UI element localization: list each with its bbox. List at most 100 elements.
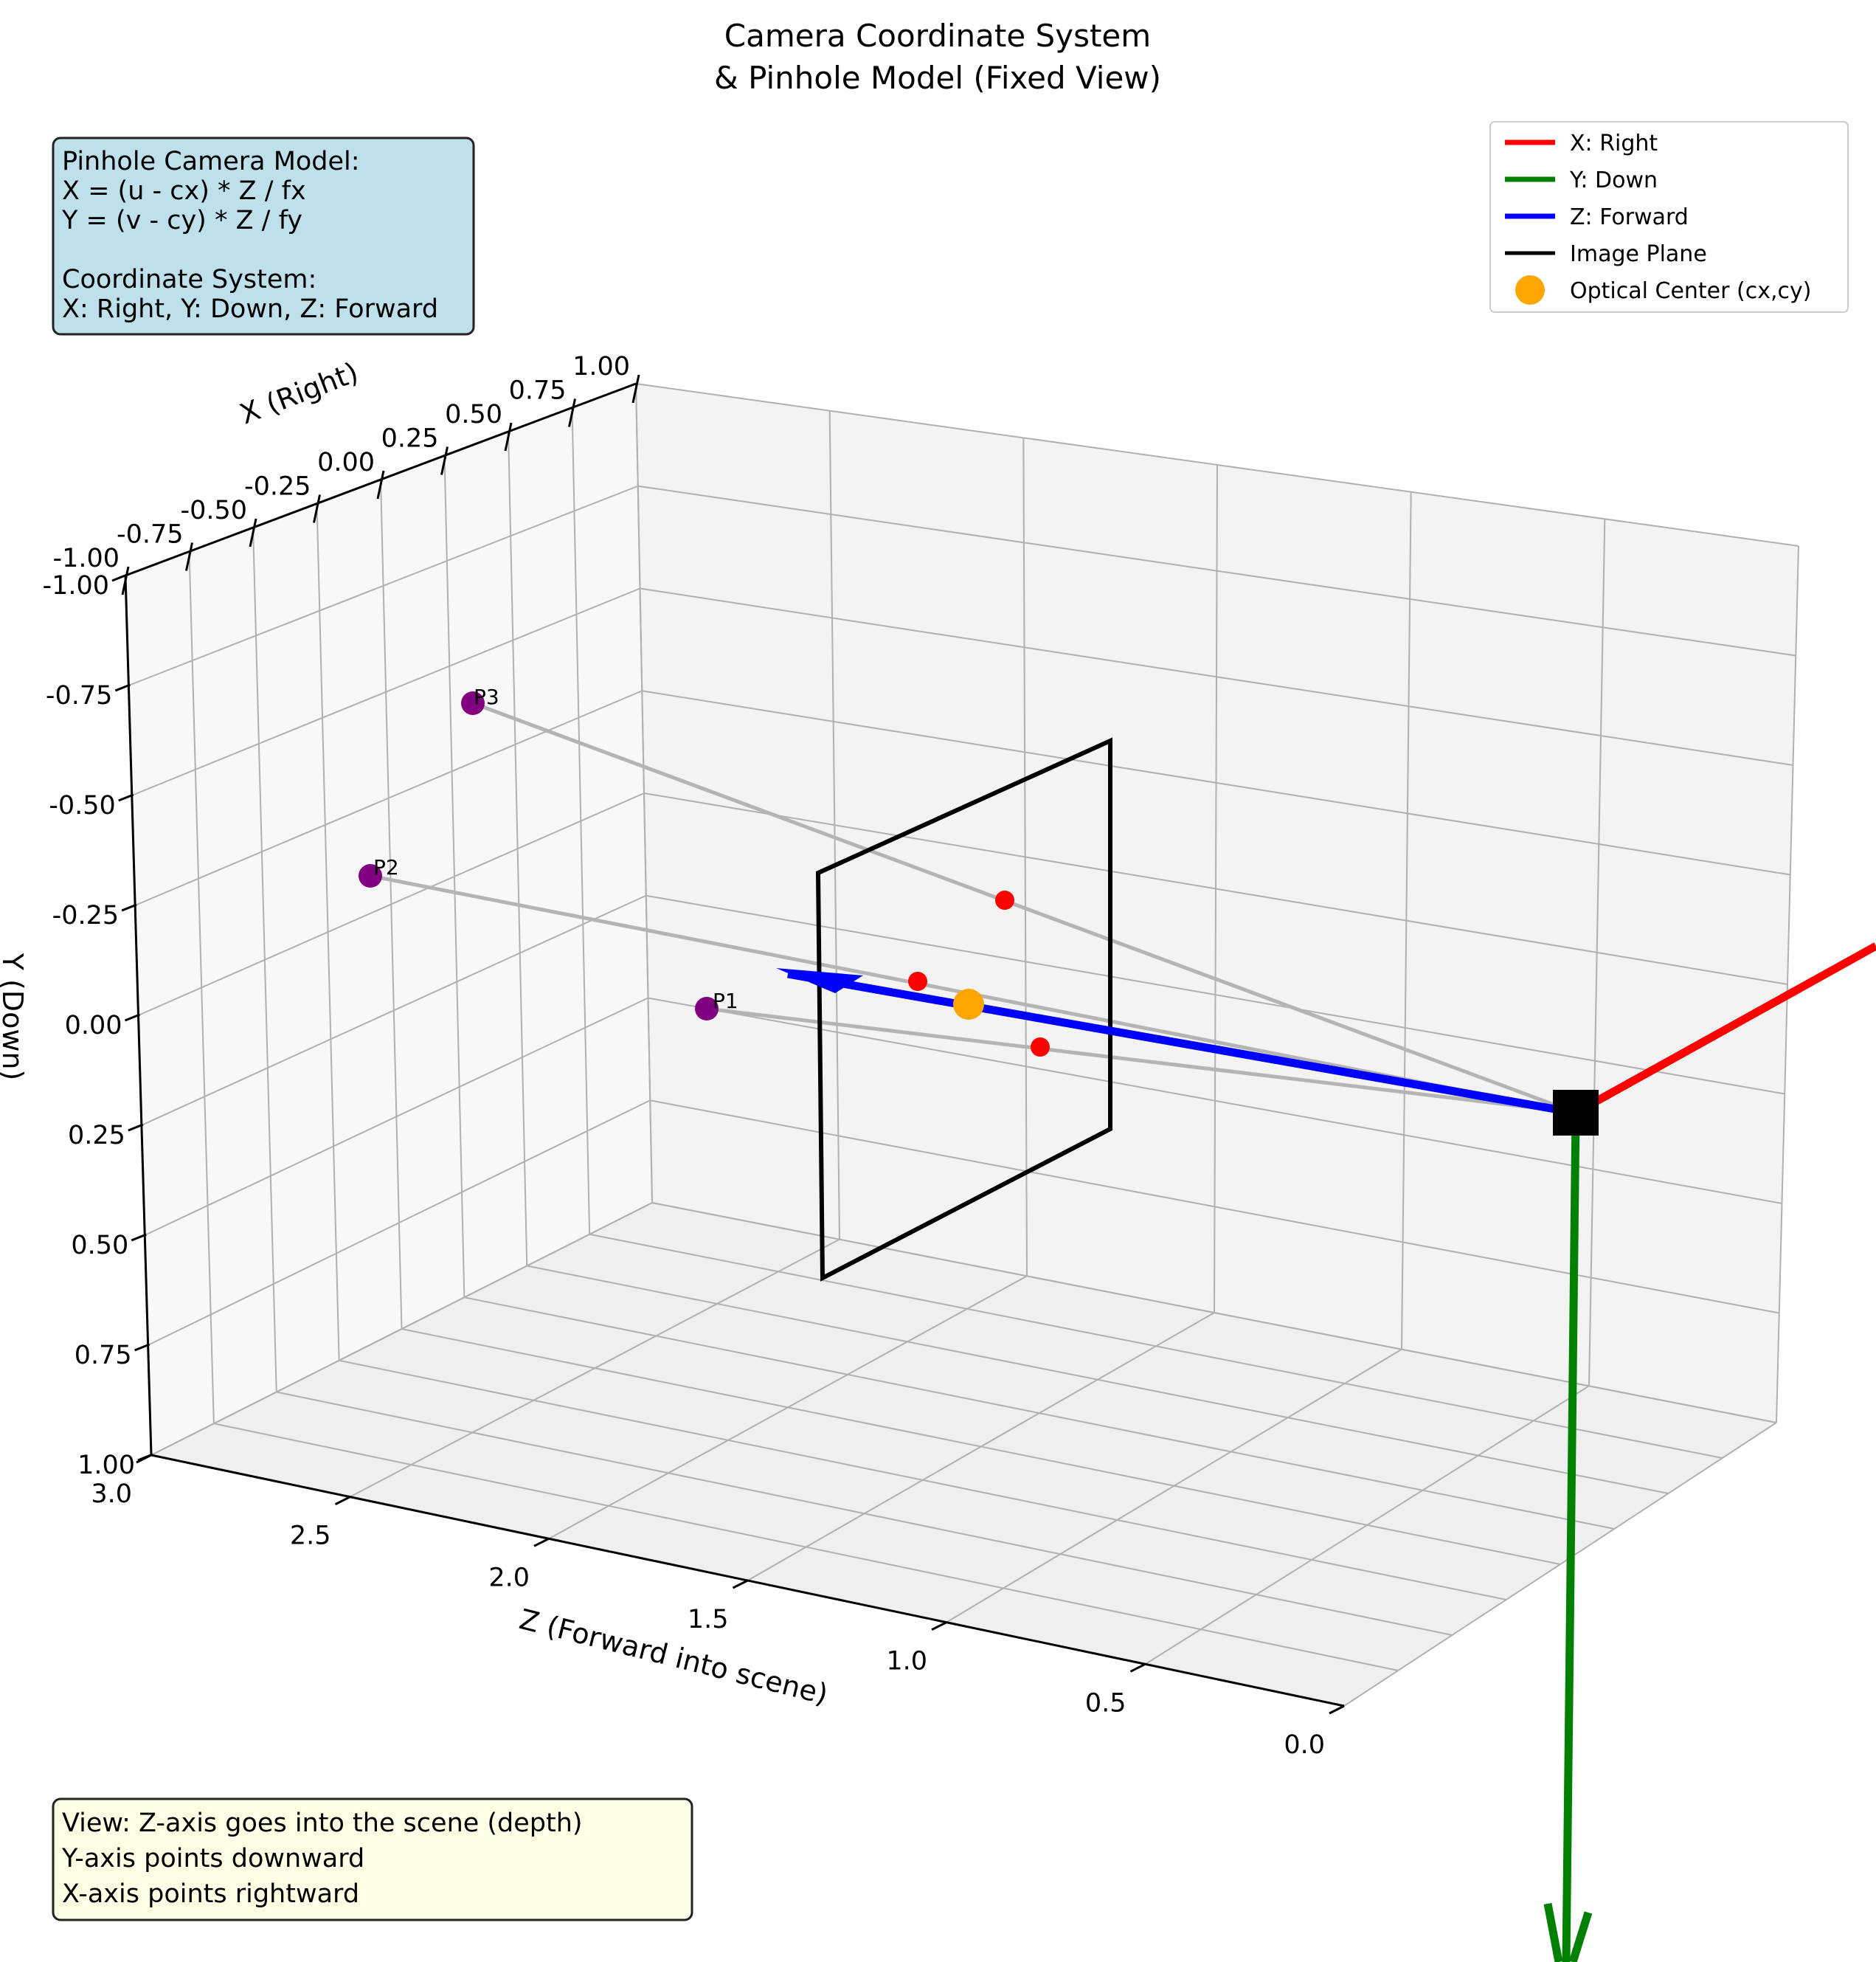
camera-z-arrowhead [776, 968, 863, 993]
x-axis-label: X (Right) [235, 356, 362, 430]
z-tick-label: 0.5 [1085, 1688, 1126, 1718]
y-tick-label: -0.25 [52, 901, 120, 930]
grid-floor-x [401, 1328, 1561, 1565]
grid-back-z [828, 410, 840, 1240]
camera-y-arrowhead-left [1543, 1902, 1563, 1962]
z-tick-mark [931, 1621, 947, 1631]
x-tick-mark [504, 422, 513, 452]
view-note-line-2: Y-axis points downward [61, 1844, 364, 1873]
chart-title-line-1: Camera Coordinate System [724, 18, 1151, 54]
legend: X: Right Y: Down Z: Forward Image Plane … [1489, 121, 1849, 313]
model-note-line-1: Pinhole Camera Model: [62, 147, 360, 176]
y-tick-label: 0.75 [75, 1341, 132, 1370]
grid-floor-x [213, 1423, 1399, 1671]
z-tick-mark [732, 1579, 749, 1589]
point-label-p2: P2 [373, 855, 399, 880]
y-tick-mark [134, 1343, 150, 1352]
x-tick-mark [440, 446, 449, 475]
point-label-p1: P1 [713, 989, 738, 1013]
point-label-p3: P3 [474, 685, 499, 709]
projection-ray [706, 1006, 1576, 1115]
x-tick-mark [313, 494, 321, 523]
legend-label-optical-center: Optical Center (cx,cy) [1570, 278, 1811, 304]
y-tick-label: -1.00 [42, 571, 109, 601]
projected-point [995, 891, 1014, 910]
z-tick-label: 1.0 [886, 1647, 927, 1676]
camera-z-axis [787, 970, 1576, 1117]
x-tick-mark [568, 398, 576, 427]
point-p1 [695, 997, 719, 1020]
y-tick-mark [121, 903, 137, 912]
x-tick-label: 0.75 [509, 376, 567, 406]
grid-back-z [1022, 438, 1028, 1277]
grid-floor-x [339, 1359, 1506, 1600]
legend-label-image-plane: Image Plane [1570, 241, 1707, 267]
camera-x-axis [1574, 942, 1876, 1116]
x-tick-label: 1.00 [572, 352, 630, 381]
x-tick-mark [185, 542, 193, 571]
grid-floor-x [589, 1233, 1723, 1459]
pinhole-model-note: Pinhole Camera Model: X = (u - cx) * Z /… [52, 137, 475, 336]
legend-label-z: Z: Forward [1570, 204, 1689, 230]
grid-floor-x [276, 1391, 1453, 1636]
x-tick-label: 0.25 [381, 424, 439, 454]
y-axis-label: Y (Down) [0, 953, 29, 1081]
z-tick-label: 1.5 [688, 1605, 729, 1634]
projection-ray [472, 701, 1576, 1115]
camera-y-axis [1562, 1112, 1580, 1962]
y-tick-mark [124, 1013, 141, 1022]
x-tick-label: -0.50 [180, 496, 247, 525]
grid-left-x [316, 503, 340, 1361]
view-note-line-3: X-axis points rightward [62, 1879, 359, 1909]
grid-floor-x [651, 1202, 1777, 1423]
y-tick-label: -0.50 [49, 791, 116, 821]
grid-back-z [1214, 464, 1218, 1313]
y-tick-mark [118, 793, 134, 802]
grid-left-x [380, 479, 403, 1330]
grid-floor-x [464, 1296, 1615, 1530]
z-axis-label: Z (Forward into scene) [516, 1603, 831, 1710]
projected-point [1031, 1037, 1050, 1057]
y-tick-mark [128, 1123, 144, 1132]
grid-floor-x [527, 1265, 1669, 1494]
legend-swatch-optical-center [1515, 275, 1545, 305]
x-tick-mark [121, 566, 130, 595]
optical-center-marker [953, 989, 984, 1020]
model-note-line-5: Coordinate System: [62, 265, 316, 294]
y-tick-label: 0.25 [68, 1121, 125, 1150]
grid-back-z [635, 383, 653, 1203]
legend-label-y: Y: Down [1569, 167, 1658, 193]
camera-y-arrowhead-right [1568, 1911, 1593, 1962]
x-tick-label: -1.00 [52, 544, 120, 573]
grid-back-z [1588, 519, 1606, 1386]
view-note-line-1: View: Z-axis goes into the scene (depth) [62, 1809, 583, 1838]
model-note-line-3: Y = (v - cy) * Z / fy [61, 206, 302, 235]
data-marks: P1 P2 P3 [359, 685, 1876, 1962]
grid-left-x [508, 431, 528, 1266]
image-plane [815, 737, 1112, 1282]
y-tick-mark [111, 573, 128, 582]
grid-back-z [1401, 491, 1412, 1350]
x-tick-label: -0.25 [244, 472, 311, 502]
view-note: View: Z-axis goes into the scene (depth)… [52, 1797, 693, 1921]
model-note-line-2: X = (u - cx) * Z / fx [62, 176, 306, 206]
grid-left-x [443, 455, 465, 1298]
z-tick-label: 3.0 [91, 1479, 132, 1509]
camera-origin-marker [1553, 1090, 1599, 1136]
grid-lines [125, 383, 1799, 1707]
x-tick-mark [249, 518, 257, 548]
y-tick-label: 1.00 [77, 1451, 135, 1480]
model-note-line-6: X: Right, Y: Down, Z: Forward [62, 294, 438, 324]
z-tick-label: 0.0 [1284, 1730, 1325, 1760]
view-note-box [52, 1797, 693, 1921]
x-tick-label: 0.00 [317, 448, 375, 477]
projected-point [908, 972, 927, 991]
point-p2 [359, 864, 382, 888]
x-tick-mark [376, 470, 385, 500]
y-tick-label: 0.00 [65, 1011, 122, 1040]
x-tick-label: -0.75 [117, 520, 184, 550]
y-tick-label: 0.50 [71, 1231, 128, 1260]
z-tick-label: 2.0 [488, 1563, 530, 1592]
point-p3 [461, 691, 485, 715]
z-tick-mark [334, 1496, 351, 1506]
